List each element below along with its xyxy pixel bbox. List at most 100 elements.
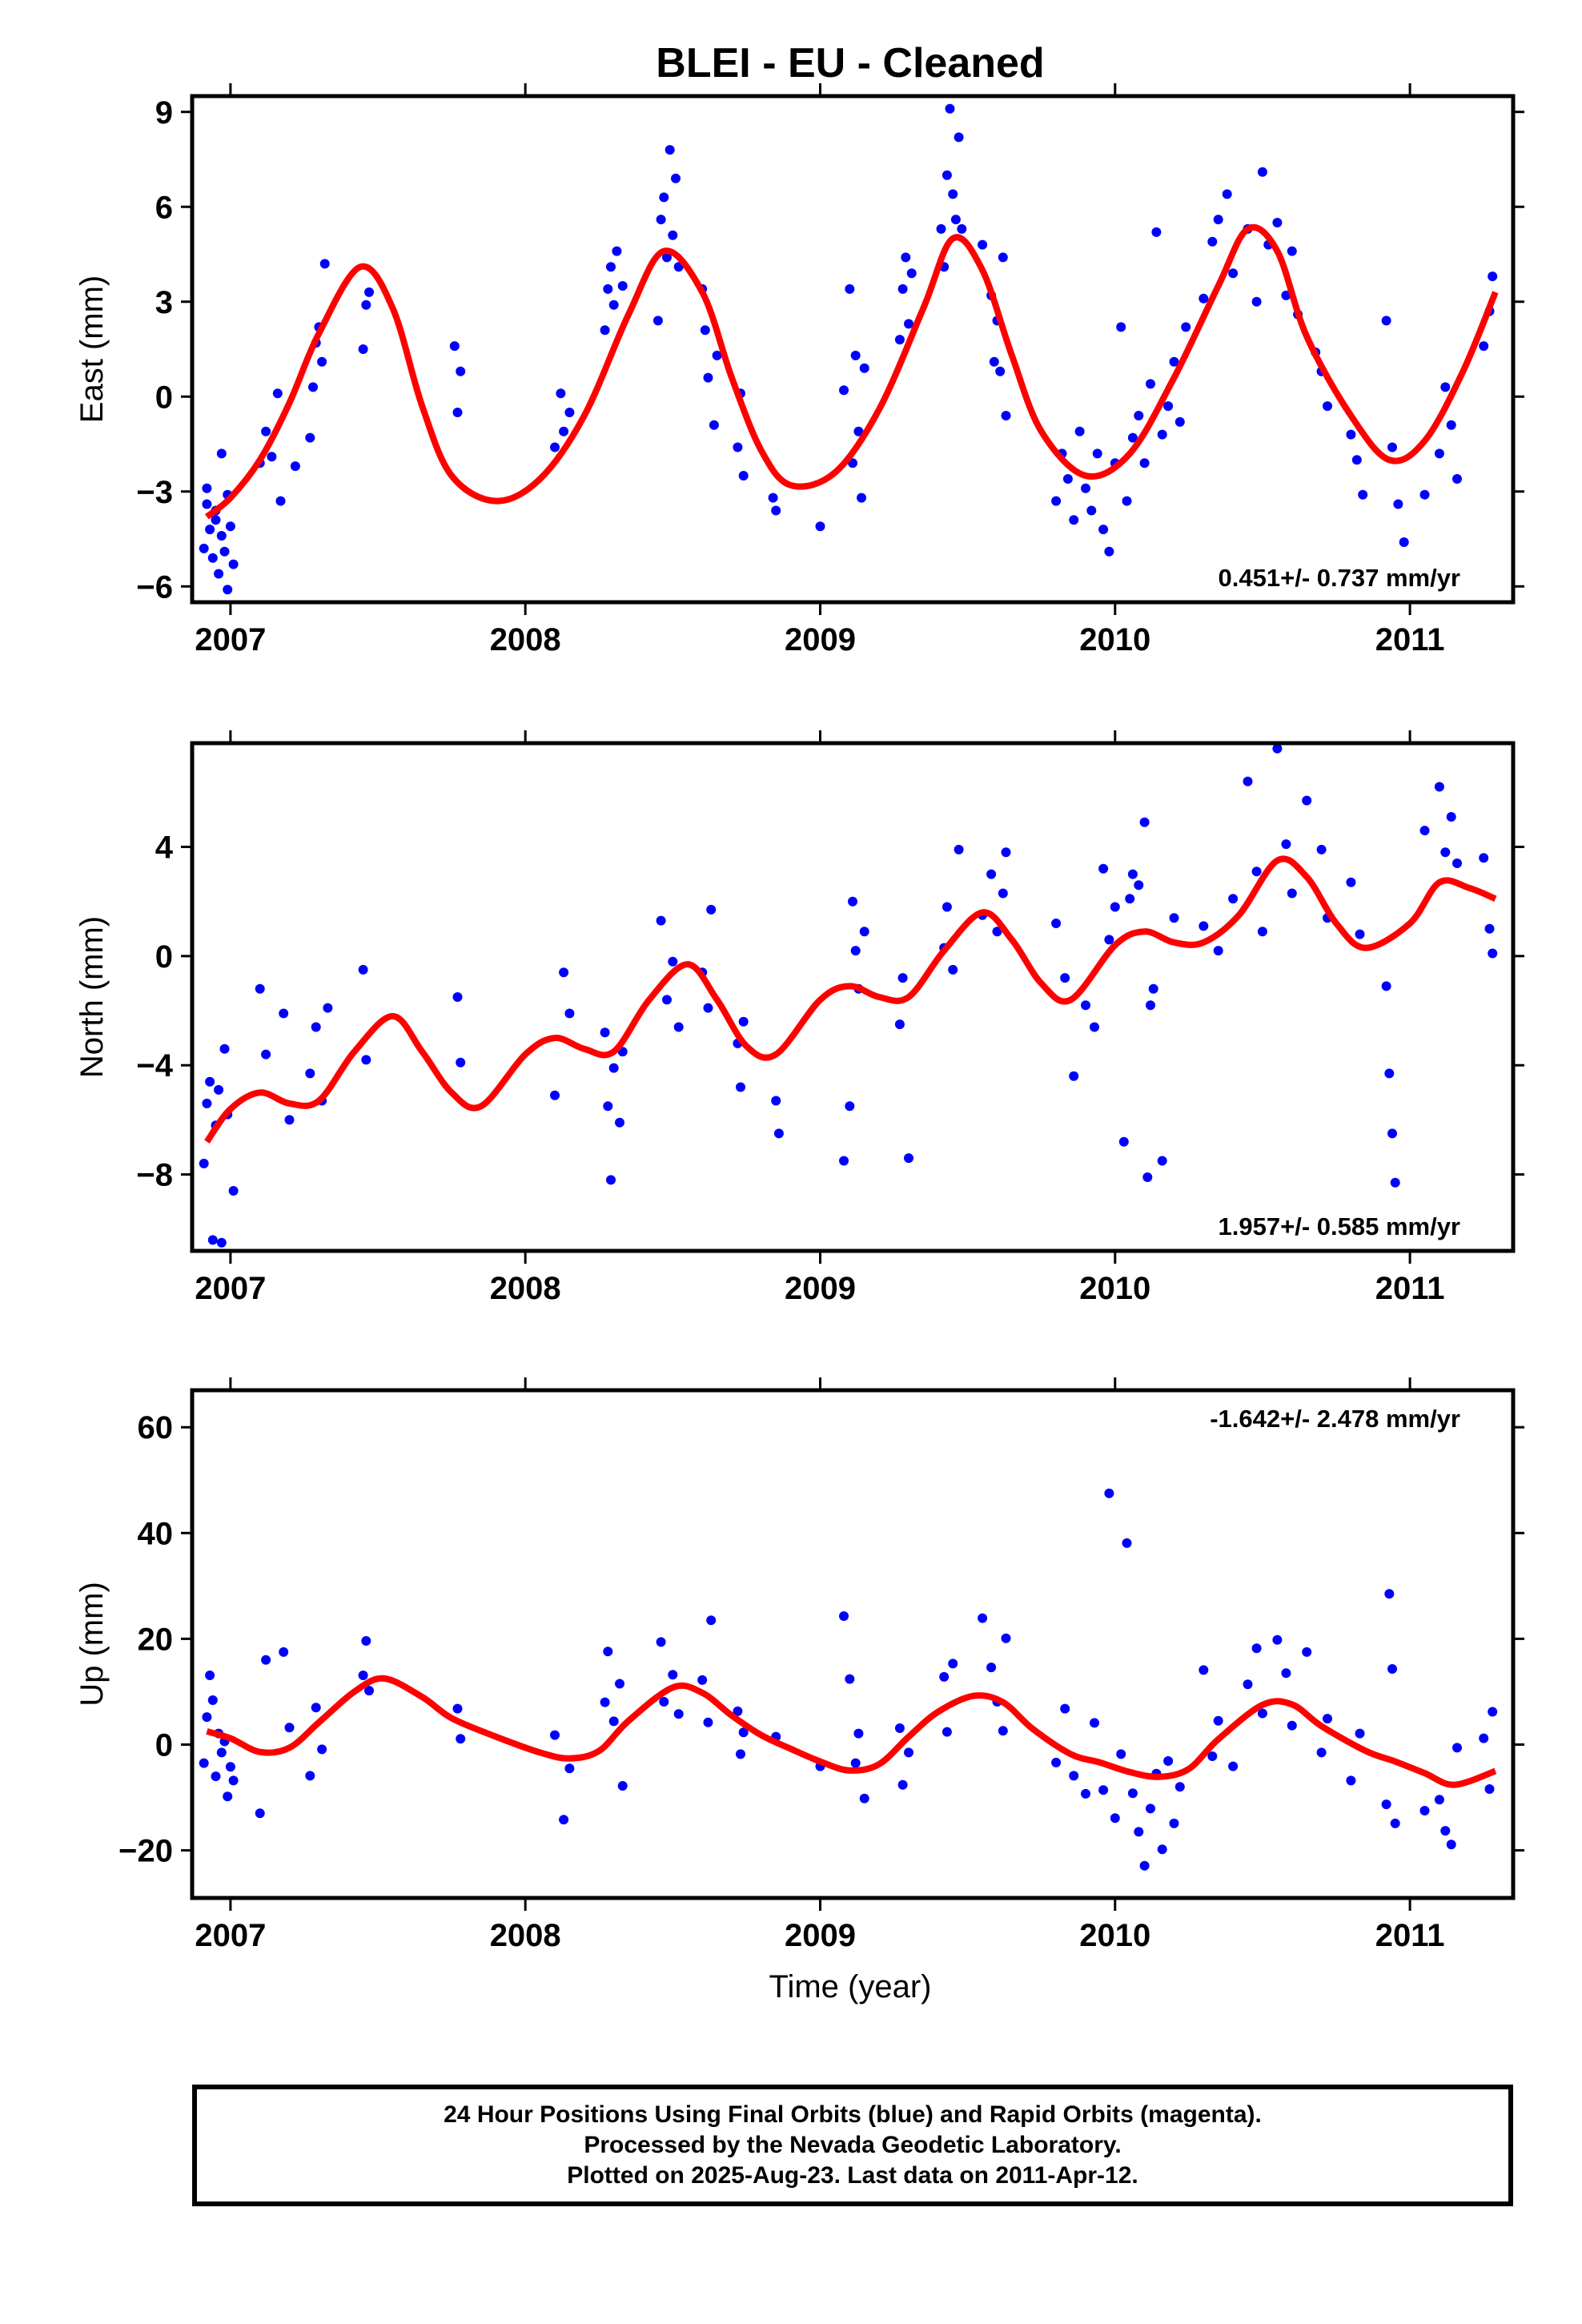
up-xtick-label: 2007	[195, 1918, 266, 1953]
up-point	[223, 1791, 233, 1802]
up-point	[305, 1771, 315, 1781]
up-point	[1169, 1818, 1179, 1828]
up-point	[1069, 1771, 1079, 1781]
panel-north: −8 −4 0 4 2007 2008 2009 2010 2011 North (mm) 1.95…	[74, 730, 1524, 1306]
north-point	[199, 1158, 209, 1168]
north-point	[1355, 929, 1365, 939]
east-point	[1351, 455, 1362, 465]
north-point	[205, 1076, 215, 1087]
up-point	[1346, 1775, 1356, 1786]
north-xtick-label: 2011	[1375, 1271, 1445, 1306]
east-point	[1092, 448, 1102, 459]
east-point	[600, 325, 610, 336]
east-point	[668, 230, 678, 240]
east-point	[942, 170, 952, 180]
east-xtick-label: 2010	[1079, 622, 1150, 657]
up-point	[894, 1723, 905, 1733]
up-point	[733, 1706, 743, 1716]
up-point	[202, 1712, 212, 1723]
north-point	[673, 1022, 684, 1032]
up-point	[1228, 1761, 1239, 1771]
east-ytick-label: 0	[155, 380, 173, 415]
up-ytick-label: 40	[138, 1516, 174, 1551]
up-point	[703, 1717, 713, 1727]
east-point	[1434, 448, 1444, 459]
up-point	[1001, 1633, 1011, 1643]
east-point	[1181, 322, 1191, 332]
east-point	[1358, 489, 1368, 500]
up-point	[1174, 1782, 1185, 1792]
east-point	[1488, 271, 1498, 282]
up-ytick-label: −20	[118, 1834, 173, 1869]
east-point	[850, 350, 861, 360]
east-point	[214, 569, 224, 579]
up-point	[1316, 1747, 1327, 1758]
east-point	[1127, 432, 1138, 443]
east-point	[859, 363, 869, 373]
north-point	[850, 946, 861, 956]
north-point	[564, 1008, 575, 1019]
up-point	[228, 1775, 239, 1786]
north-point	[668, 956, 678, 967]
up-point	[452, 1703, 463, 1714]
north-point	[1199, 921, 1209, 931]
north-point	[261, 1049, 271, 1059]
east-point	[199, 543, 209, 553]
north-point	[1281, 839, 1291, 850]
east-point	[608, 300, 619, 310]
east-xtick-label: 2007	[195, 622, 266, 657]
east-point	[225, 521, 235, 532]
up-point	[1355, 1728, 1365, 1739]
north-point	[600, 1027, 610, 1038]
east-point	[1074, 426, 1085, 436]
up-xtick-label: 2011	[1375, 1918, 1445, 1953]
east-point	[845, 283, 855, 294]
east-fit-line	[204, 224, 1499, 520]
chart-title: BLEI - EU - Cleaned	[656, 40, 1044, 86]
north-point	[1302, 795, 1312, 806]
east-point	[617, 281, 628, 291]
north-point	[1118, 1136, 1129, 1147]
north-point	[1001, 847, 1011, 858]
north-xtick-label: 2007	[195, 1271, 266, 1306]
up-point	[1484, 1784, 1495, 1794]
north-point	[736, 1082, 745, 1092]
up-point	[1323, 1714, 1332, 1724]
up-point	[850, 1758, 861, 1768]
east-point	[978, 239, 988, 250]
east-point	[275, 496, 286, 506]
up-point	[845, 1674, 855, 1684]
east-point	[1062, 474, 1073, 484]
up-point	[615, 1679, 624, 1689]
north-point	[845, 1101, 855, 1112]
north-point	[1148, 983, 1158, 994]
up-point	[199, 1758, 209, 1768]
east-point	[452, 408, 463, 417]
up-point	[255, 1808, 265, 1819]
north-point	[773, 1128, 784, 1139]
up-xtick-label: 2010	[1079, 1918, 1150, 1953]
panel-up: −20 0 20 40 60 2007 2008 2009 2010 2011 Up (mm) -1.…	[74, 1377, 1524, 1953]
east-xtick-label: 2008	[490, 622, 561, 657]
up-point	[1051, 1757, 1062, 1767]
up-y-axis-label: Up (mm)	[74, 1582, 110, 1707]
east-point	[559, 426, 569, 436]
north-point	[456, 1057, 466, 1068]
east-point	[1287, 246, 1297, 256]
east-point	[709, 420, 719, 430]
up-xtick-label: 2009	[785, 1918, 856, 1953]
up-point	[1452, 1743, 1462, 1753]
north-point	[897, 973, 908, 983]
east-point	[1199, 293, 1209, 304]
east-point	[1207, 236, 1218, 247]
up-point	[311, 1703, 321, 1713]
east-point	[712, 350, 722, 360]
up-point	[207, 1695, 218, 1705]
north-point	[1090, 1022, 1099, 1032]
up-point	[859, 1793, 869, 1803]
east-point	[957, 223, 967, 234]
east-point	[1346, 429, 1356, 440]
north-point	[1157, 1156, 1167, 1166]
east-point	[456, 366, 466, 376]
east-point	[1001, 411, 1011, 420]
